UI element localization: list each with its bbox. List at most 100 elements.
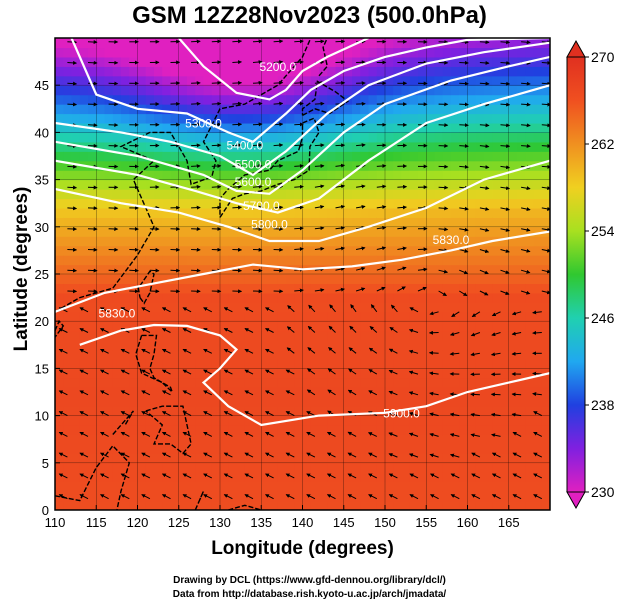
wind-arrow: [252, 143, 263, 148]
field-cell: [137, 434, 147, 445]
field-cell: [393, 387, 403, 398]
field-cell: [261, 170, 271, 181]
field-cell: [533, 340, 543, 351]
wind-arrow: [326, 431, 336, 437]
field-cell: [170, 264, 180, 275]
field-cell: [475, 415, 485, 426]
wind-arrow: [355, 287, 366, 292]
wind-arrow: [479, 269, 489, 275]
field-cell: [294, 94, 304, 105]
field-cell: [170, 170, 180, 181]
field-cell: [517, 255, 526, 266]
field-cell: [533, 481, 543, 492]
field-cell: [393, 47, 403, 58]
field-cell: [269, 302, 279, 313]
field-cell: [434, 66, 444, 77]
field-cell: [484, 443, 493, 454]
field-cell: [327, 56, 337, 67]
field-cell: [409, 340, 419, 351]
wind-arrow: [244, 411, 254, 417]
field-cell: [88, 141, 97, 152]
field-cell: [187, 132, 196, 143]
wind-arrow: [479, 228, 490, 232]
wind-arrow: [308, 304, 316, 313]
field-cell: [508, 406, 518, 417]
field-cell: [360, 330, 370, 341]
field-cell: [368, 264, 378, 275]
field-cell: [211, 443, 221, 454]
field-cell: [442, 368, 452, 379]
field-cell: [335, 462, 345, 473]
field-cell: [195, 151, 205, 162]
x-tick-label: 140: [292, 515, 314, 530]
field-cell: [294, 198, 304, 209]
field-cell: [385, 321, 394, 332]
field-cell: [236, 75, 246, 86]
field-cell: [434, 85, 444, 96]
field-cell: [484, 113, 493, 124]
field-cell: [467, 236, 477, 247]
field-cell: [294, 207, 304, 218]
wind-arrow: [223, 473, 233, 479]
field-cell: [137, 245, 147, 256]
field-cell: [525, 302, 535, 313]
field-cell: [327, 75, 337, 86]
field-cell: [335, 274, 345, 285]
field-cell: [63, 292, 73, 303]
field-cell: [343, 453, 353, 464]
field-cell: [121, 443, 130, 454]
field-cell: [451, 255, 460, 266]
field-cell: [187, 340, 196, 351]
field-cell: [96, 170, 106, 181]
coastline: [137, 270, 155, 305]
field-cell: [79, 113, 89, 124]
field-cell: [475, 66, 485, 77]
field-cell: [525, 377, 535, 388]
field-cell: [71, 122, 81, 133]
field-cell: [154, 500, 163, 510]
field-cell: [409, 330, 419, 341]
field-cell: [187, 38, 196, 49]
field-cell: [96, 132, 106, 143]
field-cell: [162, 75, 172, 86]
field-cell: [88, 349, 97, 360]
field-cell: [418, 255, 427, 266]
wind-arrow: [327, 389, 336, 396]
field-cell: [327, 66, 337, 77]
field-cell: [96, 255, 106, 266]
field-cell: [121, 226, 130, 237]
field-cell: [104, 406, 114, 417]
field-cell: [385, 472, 394, 483]
field-cell: [517, 283, 526, 294]
field-cell: [442, 189, 452, 200]
field-cell: [360, 340, 370, 351]
field-cell: [376, 500, 386, 510]
field-cell: [492, 443, 502, 454]
field-cell: [269, 198, 279, 209]
field-cell: [401, 292, 411, 303]
field-cell: [376, 481, 386, 492]
field-cell: [352, 330, 361, 341]
field-cell: [533, 472, 543, 483]
field-cell: [409, 264, 419, 275]
field-cell: [426, 179, 436, 190]
field-cell: [55, 274, 64, 285]
field-cell: [401, 425, 411, 436]
field-cell: [484, 179, 493, 190]
field-cell: [187, 453, 196, 464]
wind-arrow: [335, 184, 346, 189]
field-cell: [228, 330, 238, 341]
field-cell: [352, 151, 361, 162]
field-cell: [121, 425, 130, 436]
field-cell: [500, 358, 510, 369]
field-cell: [467, 415, 477, 426]
field-cell: [112, 217, 122, 228]
wind-arrow: [429, 371, 439, 376]
field-cell: [525, 236, 535, 247]
field-cell: [55, 349, 64, 360]
field-cell: [88, 462, 97, 473]
field-cell: [492, 349, 502, 360]
field-cell: [525, 66, 535, 77]
field-cell: [525, 349, 535, 360]
field-cell: [244, 264, 254, 275]
